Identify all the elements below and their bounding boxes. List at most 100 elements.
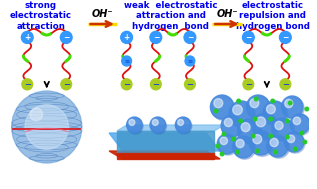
Text: strong
electrostatic
attraction: strong electrostatic attraction (10, 1, 72, 31)
Circle shape (250, 99, 259, 108)
Circle shape (241, 123, 250, 132)
Text: −: − (245, 80, 252, 89)
Circle shape (263, 101, 286, 125)
Circle shape (253, 117, 257, 121)
Circle shape (239, 119, 242, 123)
Circle shape (275, 121, 283, 130)
Circle shape (215, 109, 218, 113)
Circle shape (273, 119, 294, 141)
Circle shape (222, 116, 244, 138)
Circle shape (256, 149, 259, 153)
Circle shape (60, 31, 72, 43)
Circle shape (25, 105, 68, 149)
Circle shape (253, 135, 262, 144)
Circle shape (270, 138, 278, 147)
Circle shape (284, 132, 304, 152)
Circle shape (150, 117, 165, 133)
Text: −: − (63, 33, 69, 42)
Text: −: − (187, 33, 193, 42)
Text: −: − (153, 33, 159, 42)
Circle shape (254, 115, 279, 141)
Circle shape (178, 119, 184, 125)
Circle shape (281, 96, 303, 118)
Circle shape (264, 102, 288, 126)
Circle shape (236, 150, 239, 154)
Circle shape (256, 117, 266, 127)
Text: +: + (124, 33, 130, 42)
Circle shape (286, 135, 289, 139)
Circle shape (233, 136, 254, 158)
Circle shape (239, 120, 262, 144)
Circle shape (286, 119, 289, 123)
Circle shape (248, 96, 271, 120)
Polygon shape (117, 131, 214, 153)
Circle shape (293, 117, 301, 125)
Circle shape (251, 134, 255, 138)
Circle shape (126, 117, 142, 133)
Circle shape (234, 137, 256, 159)
Text: −: − (282, 33, 288, 42)
Circle shape (230, 103, 256, 129)
Circle shape (254, 97, 258, 101)
Circle shape (286, 133, 305, 153)
Circle shape (267, 135, 288, 157)
Text: −: − (152, 80, 159, 89)
Text: weak  electrostatic
attraction and
hydrogen  bond: weak electrostatic attraction and hydrog… (124, 1, 217, 31)
Circle shape (217, 144, 220, 148)
Circle shape (246, 95, 270, 119)
Text: −: − (245, 33, 252, 42)
Circle shape (151, 118, 166, 134)
Circle shape (287, 135, 295, 143)
Text: electrostatic
repulsion and
hydrogen bond: electrostatic repulsion and hydrogen bon… (236, 1, 310, 31)
Text: OH⁻: OH⁻ (216, 9, 238, 19)
Circle shape (280, 31, 291, 43)
Circle shape (232, 137, 236, 141)
Text: −: − (282, 80, 289, 89)
Polygon shape (109, 133, 220, 151)
Text: +: + (24, 33, 30, 42)
Circle shape (303, 140, 307, 144)
Circle shape (152, 119, 158, 125)
Polygon shape (117, 153, 214, 159)
Circle shape (221, 115, 243, 137)
Circle shape (184, 31, 196, 43)
Circle shape (285, 99, 293, 108)
Circle shape (220, 152, 224, 156)
Circle shape (224, 118, 232, 127)
Circle shape (214, 99, 223, 108)
Circle shape (184, 79, 195, 90)
Circle shape (61, 79, 72, 90)
Polygon shape (117, 125, 224, 131)
Circle shape (290, 114, 310, 134)
Circle shape (233, 105, 242, 115)
Circle shape (274, 150, 277, 154)
Circle shape (22, 79, 33, 90)
Circle shape (243, 79, 254, 90)
Text: −: − (186, 80, 193, 89)
Circle shape (229, 101, 254, 127)
Circle shape (30, 108, 42, 121)
Circle shape (300, 131, 304, 135)
Circle shape (22, 31, 33, 43)
Circle shape (271, 99, 275, 103)
Text: −: − (24, 80, 31, 89)
Circle shape (269, 117, 273, 121)
Circle shape (293, 147, 297, 151)
Circle shape (251, 132, 274, 156)
Circle shape (129, 119, 135, 125)
Circle shape (175, 117, 191, 133)
Circle shape (249, 131, 273, 155)
Circle shape (217, 134, 237, 154)
Circle shape (280, 79, 291, 90)
Circle shape (210, 95, 234, 119)
Circle shape (288, 101, 292, 105)
Circle shape (267, 105, 275, 114)
Circle shape (220, 137, 228, 145)
Circle shape (291, 115, 311, 135)
Text: ≡: ≡ (124, 59, 129, 64)
Circle shape (122, 56, 132, 66)
Circle shape (151, 79, 161, 90)
Circle shape (222, 132, 226, 136)
Circle shape (212, 96, 235, 120)
Text: ≡: ≡ (187, 59, 192, 64)
